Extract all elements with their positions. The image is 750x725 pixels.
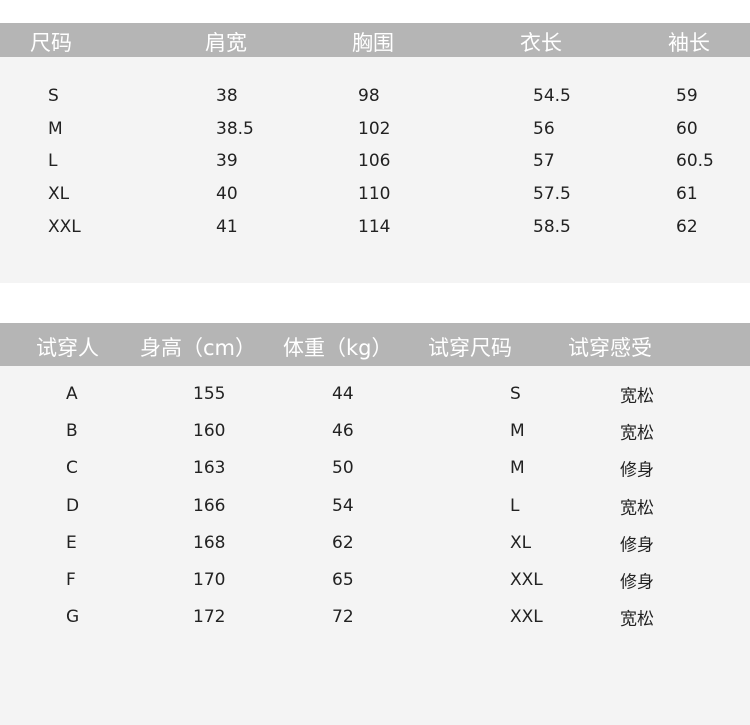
fit-table-cell: M	[510, 421, 525, 441]
fit-table-column-header: 试穿感受	[568, 336, 652, 360]
fit-table-cell: 166	[193, 496, 226, 516]
size-table-cell: 59	[676, 86, 698, 106]
size-table-cell: L	[48, 151, 58, 171]
size-table-column-header: 胸围	[352, 31, 394, 55]
fit-table-cell: 50	[332, 458, 354, 478]
size-table-cell: S	[48, 86, 59, 106]
fit-table-column-header: 身高（cm）	[140, 336, 257, 360]
fit-table-cell: A	[66, 384, 78, 404]
size-table-cell: 41	[216, 217, 238, 237]
fit-table-cell: 宽松	[620, 498, 654, 519]
size-table-cell: 61	[676, 184, 698, 204]
fit-table-cell: 修身	[620, 460, 654, 481]
size-table-column-header: 尺码	[30, 31, 72, 55]
fit-table-cell: 宽松	[620, 423, 654, 444]
fit-table-cell: 168	[193, 533, 226, 553]
fit-table-column-header: 试穿人	[36, 336, 99, 360]
fit-table-cell: 宽松	[620, 386, 654, 407]
size-table-cell: 60	[676, 119, 698, 139]
size-table-cell: 62	[676, 217, 698, 237]
fit-table-cell: 62	[332, 533, 354, 553]
fit-table-cell: 72	[332, 607, 354, 627]
size-table-cell: 102	[358, 119, 391, 139]
fit-table-cell: 163	[193, 458, 226, 478]
fit-table-cell: C	[66, 458, 78, 478]
size-table-column-header: 衣长	[520, 31, 562, 55]
fit-table-cell: 修身	[620, 535, 654, 556]
fit-table-body	[0, 366, 750, 725]
fit-table-cell: 46	[332, 421, 354, 441]
size-table-cell: 114	[358, 217, 391, 237]
fit-table-cell: XXL	[510, 607, 543, 627]
fit-table-cell: S	[510, 384, 521, 404]
size-table-cell: 54.5	[533, 86, 571, 106]
fit-table-cell: M	[510, 458, 525, 478]
fit-table-cell: 修身	[620, 572, 654, 593]
size-table-cell: M	[48, 119, 63, 139]
fit-table-cell: 54	[332, 496, 354, 516]
size-table-cell: 98	[358, 86, 380, 106]
size-table-cell: 106	[358, 151, 391, 171]
size-table-cell: 39	[216, 151, 238, 171]
fit-table-cell: E	[66, 533, 77, 553]
fit-table-column-header: 试穿尺码	[428, 336, 512, 360]
fit-table-cell: D	[66, 496, 80, 516]
size-table-column-header: 袖长	[668, 31, 710, 55]
size-table-cell: 38	[216, 86, 238, 106]
size-table-cell: 40	[216, 184, 238, 204]
fit-table-cell: 44	[332, 384, 354, 404]
fit-table-cell: G	[66, 607, 80, 627]
size-table-body	[0, 57, 750, 283]
fit-table-cell: 155	[193, 384, 226, 404]
fit-table-cell: 65	[332, 570, 354, 590]
fit-table-cell: XL	[510, 533, 532, 553]
fit-table-cell: B	[66, 421, 78, 441]
fit-table-column-header: 体重（kg）	[283, 336, 393, 360]
size-table-cell: 60.5	[676, 151, 714, 171]
fit-table-cell: 宽松	[620, 609, 654, 630]
fit-table-cell: F	[66, 570, 76, 590]
size-table-cell: XXL	[48, 217, 81, 237]
size-table-header	[0, 23, 750, 57]
size-table-cell: 56	[533, 119, 555, 139]
size-table-cell: 57.5	[533, 184, 571, 204]
size-table-cell: 58.5	[533, 217, 571, 237]
size-table-cell: 57	[533, 151, 555, 171]
size-table-cell: 38.5	[216, 119, 254, 139]
fit-table-header	[0, 323, 750, 366]
fit-table-cell: 160	[193, 421, 226, 441]
fit-table-cell: XXL	[510, 570, 543, 590]
fit-table-cell: 172	[193, 607, 226, 627]
fit-table-cell: L	[510, 496, 520, 516]
size-table-cell: XL	[48, 184, 70, 204]
size-table-column-header: 肩宽	[205, 31, 247, 55]
fit-table-cell: 170	[193, 570, 226, 590]
size-table-cell: 110	[358, 184, 391, 204]
